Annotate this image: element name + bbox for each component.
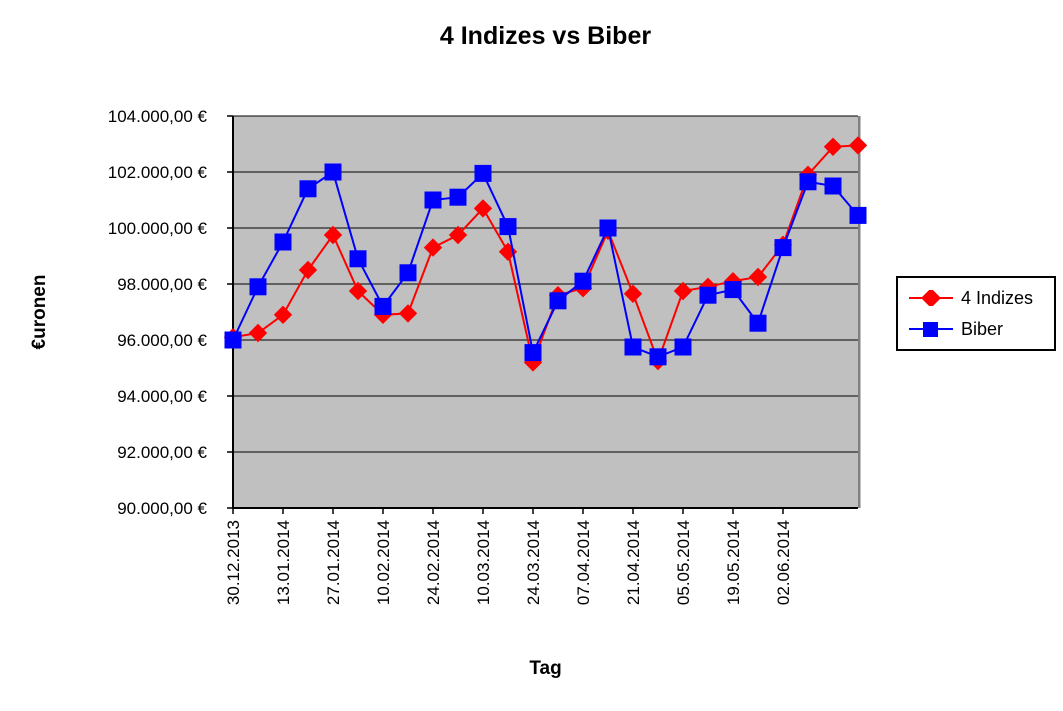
plot-border-right xyxy=(858,116,861,508)
data-point-marker xyxy=(298,260,318,280)
chart-title: 4 Indizes vs Biber xyxy=(439,22,652,50)
x-tick-label: 10.02.2014 xyxy=(374,520,393,605)
x-tick-label: 02.06.2014 xyxy=(774,520,793,605)
x-tick-label: 21.04.2014 xyxy=(624,520,643,605)
x-tick-label: 07.04.2014 xyxy=(574,520,593,605)
data-point-marker xyxy=(848,136,868,155)
data-point-marker xyxy=(374,297,392,315)
legend-item-biber: Biber xyxy=(908,319,1054,340)
x-tick-label: 27.01.2014 xyxy=(324,520,343,605)
plot-area xyxy=(233,116,858,508)
x-axis-title: Tag xyxy=(529,658,562,679)
data-point-marker xyxy=(699,286,717,304)
legend-label-biber: Biber xyxy=(961,318,1004,339)
y-tick-label: 98.000,00 € xyxy=(117,275,207,294)
data-point-marker xyxy=(323,225,343,245)
data-point-marker xyxy=(274,233,292,251)
data-point-marker xyxy=(748,267,768,287)
y-tick-label: 92.000,00 € xyxy=(117,443,207,462)
data-point-marker xyxy=(324,163,342,181)
series-biber xyxy=(224,163,867,366)
y-tick-label: 100.000,00 € xyxy=(108,219,208,238)
data-point-marker xyxy=(249,278,267,296)
data-point-marker xyxy=(524,344,542,362)
data-point-marker xyxy=(248,323,268,343)
blue-square-series-icon xyxy=(909,322,953,337)
data-point-marker xyxy=(649,348,667,366)
data-point-marker xyxy=(749,314,767,332)
data-point-marker xyxy=(474,164,492,182)
legend-label-4-indizes: 4 Indizes xyxy=(961,287,1034,308)
data-point-marker xyxy=(623,284,643,303)
data-point-marker xyxy=(599,219,617,237)
data-point-marker xyxy=(424,191,442,209)
data-point-marker xyxy=(399,264,417,282)
x-tick-label: 30.12.2013 xyxy=(224,520,243,605)
y-tick-label: 102.000,00 € xyxy=(108,163,208,182)
data-point-marker xyxy=(574,272,592,290)
x-tick-label: 05.05.2014 xyxy=(674,520,693,605)
data-point-marker xyxy=(299,180,317,198)
y-tick-label: 96.000,00 € xyxy=(117,331,207,350)
data-point-marker xyxy=(349,250,367,268)
data-point-marker xyxy=(448,225,468,245)
data-point-marker xyxy=(398,304,418,323)
y-tick-label: 90.000,00 € xyxy=(117,499,207,518)
data-point-marker xyxy=(674,338,692,356)
x-tick-label: 10.03.2014 xyxy=(474,520,493,605)
data-point-marker xyxy=(799,173,817,191)
x-tick-label: 24.02.2014 xyxy=(424,520,443,605)
data-point-marker xyxy=(849,206,867,224)
data-point-marker xyxy=(724,281,742,299)
data-point-marker xyxy=(624,338,642,356)
data-point-marker xyxy=(423,238,443,257)
data-point-marker xyxy=(549,292,567,310)
legend: 4 Indizes Biber xyxy=(896,276,1056,351)
data-point-marker xyxy=(774,239,792,257)
x-tick-label: 19.05.2014 xyxy=(724,520,743,605)
data-point-marker xyxy=(823,137,843,156)
data-point-marker xyxy=(673,281,693,301)
data-point-marker xyxy=(499,218,517,236)
data-point-marker xyxy=(348,281,368,301)
data-point-marker xyxy=(273,305,293,324)
x-tick-label: 24.03.2014 xyxy=(524,520,543,605)
data-point-marker xyxy=(473,199,493,218)
data-point-marker xyxy=(449,188,467,206)
y-axis-title: €uronen xyxy=(29,274,50,350)
y-tick-label: 94.000,00 € xyxy=(117,387,207,406)
red-diamond-series-icon xyxy=(909,290,953,306)
data-point-marker xyxy=(224,331,242,349)
data-point-marker xyxy=(824,177,842,195)
y-tick-label: 104.000,00 € xyxy=(108,107,208,126)
x-tick-label: 13.01.2014 xyxy=(274,520,293,605)
legend-item-4-indizes: 4 Indizes xyxy=(908,288,1054,309)
